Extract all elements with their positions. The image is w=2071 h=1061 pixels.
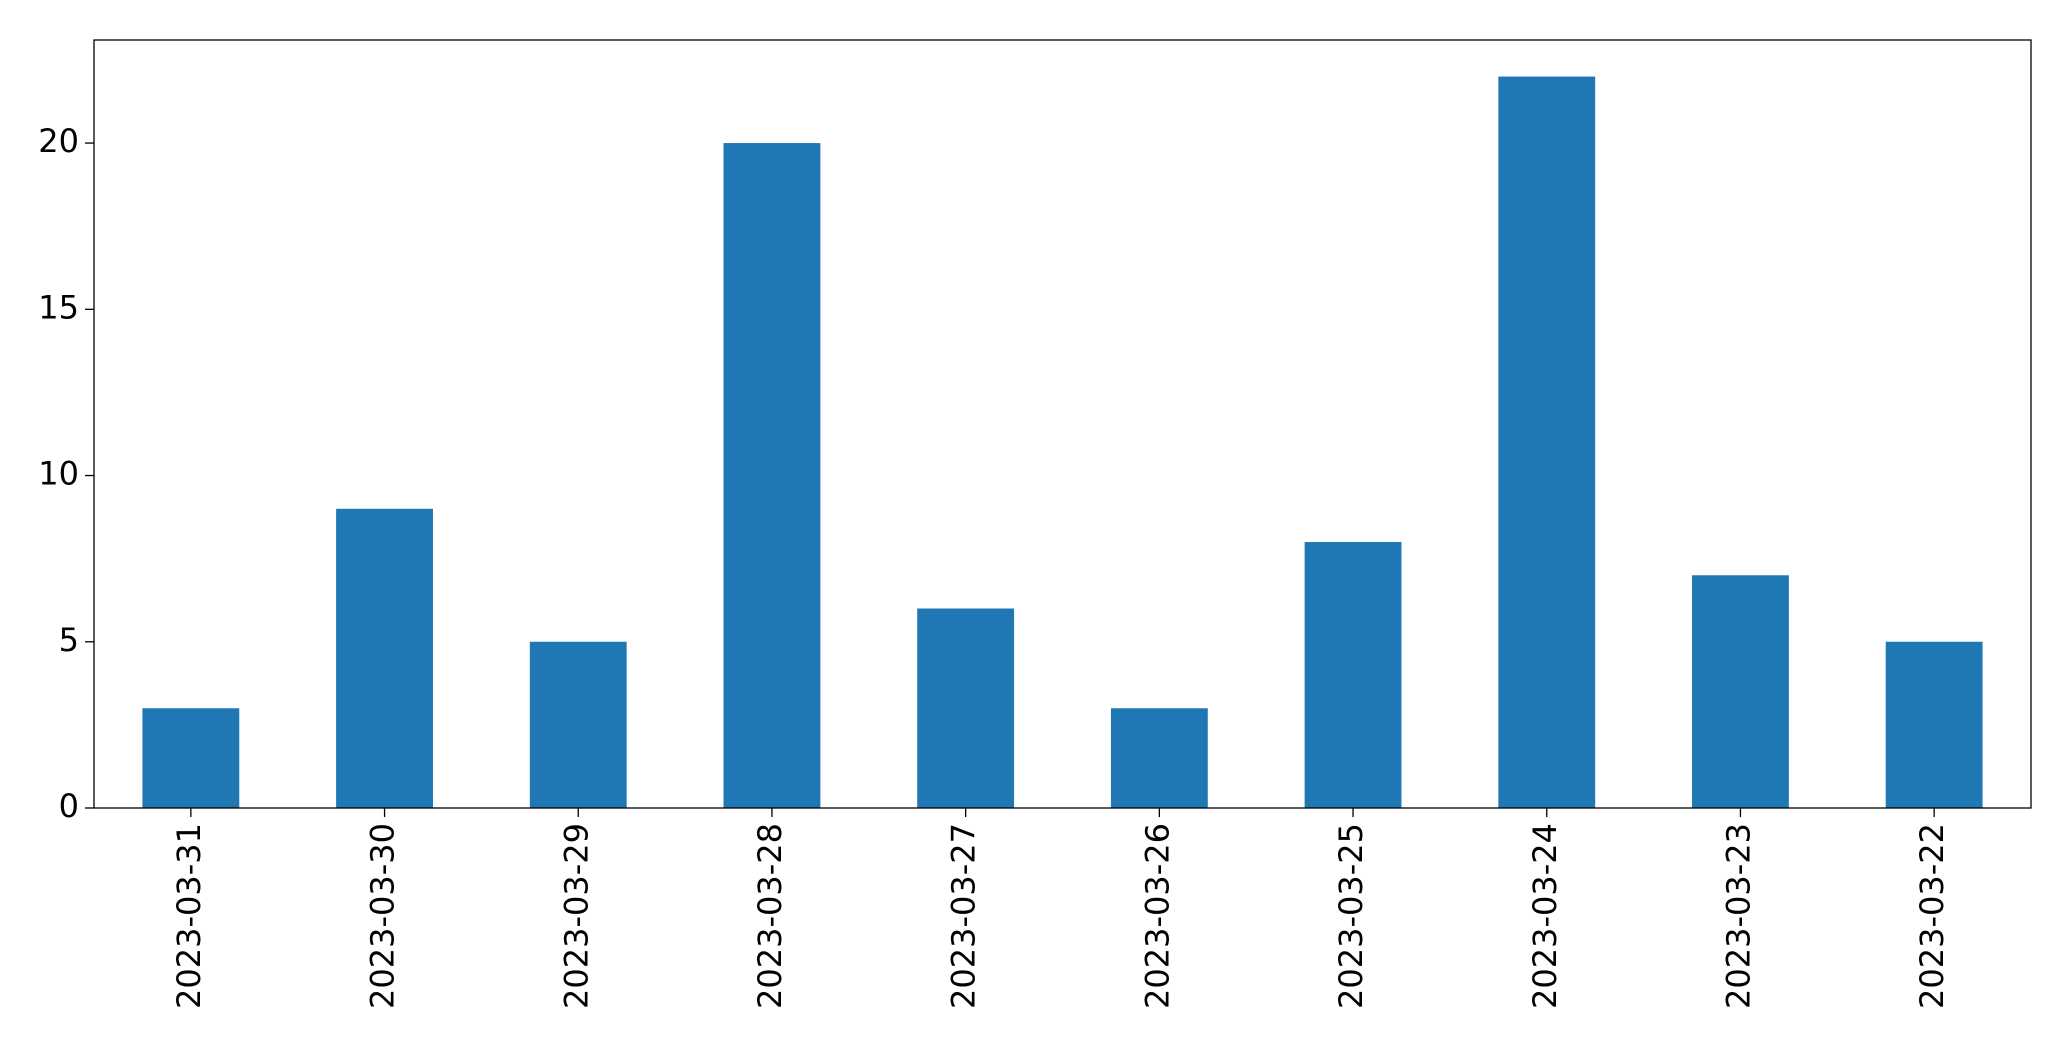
bar <box>1110 708 1208 808</box>
x-tick-label: 2023-03-22 <box>1913 823 1951 1009</box>
bar <box>1304 542 1402 808</box>
y-tick-label: 15 <box>38 288 79 326</box>
axes-frame <box>93 39 2032 809</box>
x-tick-label: 2023-03-29 <box>557 823 595 1009</box>
x-tick-label: 2023-03-27 <box>945 823 983 1009</box>
bar <box>1885 641 1983 808</box>
bar <box>723 143 821 808</box>
x-tick-label: 2023-03-28 <box>751 823 789 1009</box>
x-tick-label: 2023-03-24 <box>1526 823 1564 1009</box>
bar <box>142 708 240 808</box>
bar <box>1692 575 1789 808</box>
y-tick-label: 5 <box>59 621 79 659</box>
y-tick-label: 0 <box>59 787 79 825</box>
bar <box>1498 76 1596 809</box>
y-tick-label: 10 <box>38 455 79 493</box>
x-tick-label: 2023-03-26 <box>1138 823 1176 1009</box>
x-tick-label: 2023-03-31 <box>170 823 208 1009</box>
bar <box>336 508 433 808</box>
x-tick-label: 2023-03-23 <box>1719 823 1757 1009</box>
y-tick-label: 20 <box>38 122 79 160</box>
bar <box>529 641 627 808</box>
bar <box>917 608 1015 808</box>
x-tick-label: 2023-03-30 <box>364 823 402 1009</box>
x-tick-label: 2023-03-25 <box>1332 823 1370 1009</box>
